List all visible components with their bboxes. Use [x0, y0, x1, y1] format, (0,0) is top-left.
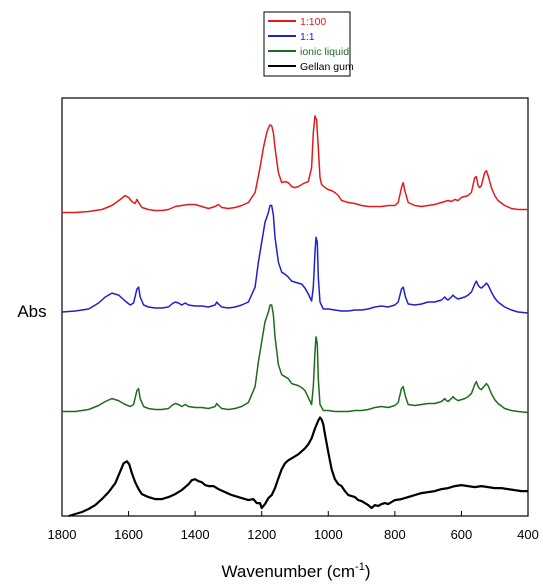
legend-label: 1:1 — [300, 31, 315, 43]
x-tick-label: 1200 — [247, 527, 276, 542]
x-tick-label: 800 — [384, 527, 406, 542]
x-tick-label: 1600 — [114, 527, 143, 542]
series-line-1-100 — [62, 115, 528, 214]
y-axis-title: Abs — [17, 302, 46, 321]
x-axis-title-close: ) — [365, 562, 371, 581]
x-tick-label: 1400 — [181, 527, 210, 542]
series-layer — [61, 115, 529, 518]
legend: 1:100 1:1 ionic liquid Gellan gum — [263, 11, 354, 77]
x-tick-label: 400 — [517, 527, 539, 542]
series-line-1-1 — [61, 204, 529, 314]
x-tick-label: 600 — [451, 527, 473, 542]
legend-label: ionic liquid — [300, 46, 349, 58]
series-line-ionic-liquid — [62, 304, 529, 414]
x-axis: 1800 1600 1400 1200 1000 800 600 400 — [48, 511, 539, 542]
x-axis-title-superscript: -1 — [355, 561, 365, 573]
x-axis-title: Wavenumber (cm-1) — [222, 561, 371, 581]
legend-label: 1:100 — [300, 16, 326, 28]
x-axis-title-main: Wavenumber (cm — [222, 562, 356, 581]
plot-frame — [61, 97, 529, 517]
x-tick-label: 1800 — [48, 527, 77, 542]
legend-label: Gellan gum — [300, 61, 354, 73]
x-tick-label: 1000 — [314, 527, 343, 542]
series-line-gellan-gum — [68, 416, 528, 518]
